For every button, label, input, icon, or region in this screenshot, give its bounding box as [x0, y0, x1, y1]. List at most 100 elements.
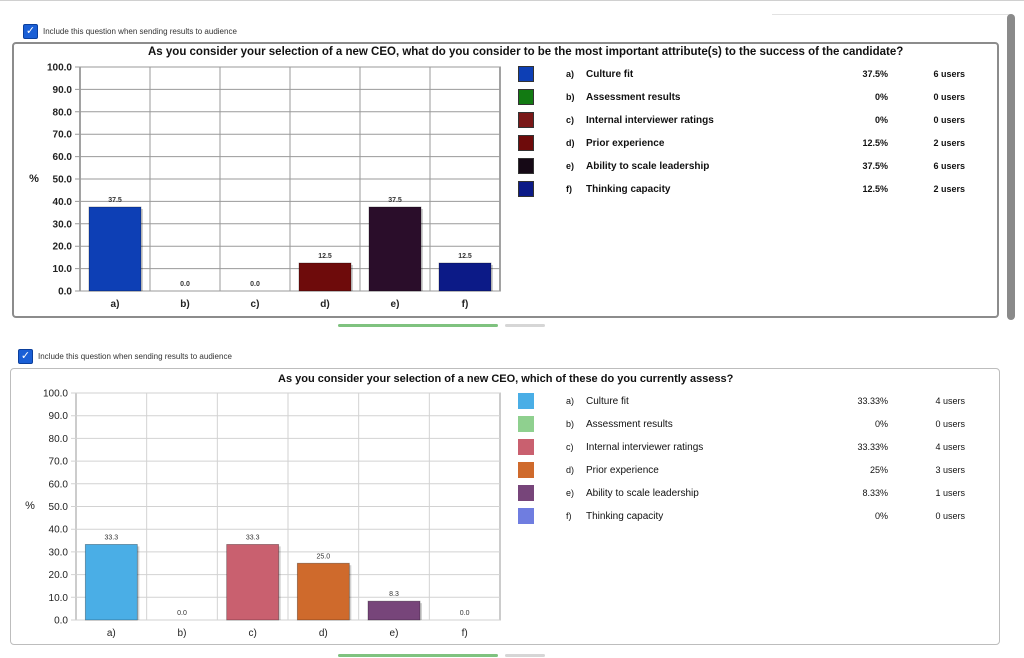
- legend-swatch: [518, 66, 534, 82]
- data-label: 0.0: [177, 610, 187, 617]
- option-user-count: 0 users: [935, 511, 965, 521]
- scrollbar[interactable]: [1007, 14, 1015, 320]
- y-tick-label: 20.0: [53, 242, 73, 253]
- y-tick-label: 20.0: [49, 570, 69, 581]
- option-percent: 33.33%: [857, 396, 888, 406]
- option-letter: f): [566, 184, 572, 194]
- option-letter: b): [566, 419, 575, 429]
- x-tick-label: f): [462, 628, 468, 639]
- option-user-count: 4 users: [935, 396, 965, 406]
- legend-row: d) Prior experience 12.5% 2 users: [518, 135, 978, 153]
- option-letter: f): [566, 511, 572, 521]
- legend-row: c) Internal interviewer ratings 0% 0 users: [518, 112, 978, 130]
- option-user-count: 0 users: [933, 92, 965, 102]
- option-percent: 0%: [874, 92, 888, 102]
- y-tick-label: 10.0: [53, 264, 73, 275]
- option-letter: a): [566, 69, 575, 79]
- top-border: [0, 0, 1024, 1]
- option-user-count: 3 users: [935, 465, 965, 475]
- data-label: 33.3: [246, 534, 260, 541]
- include-toggle-2[interactable]: ✓ Include this question when sending res…: [18, 349, 232, 364]
- legend-swatch: [518, 462, 534, 478]
- option-user-count: 1 users: [935, 488, 965, 498]
- option-text: Culture fit: [586, 396, 629, 407]
- option-text: Internal interviewer ratings: [586, 442, 704, 453]
- x-tick-label: b): [180, 299, 189, 310]
- option-letter: c): [566, 442, 574, 452]
- y-tick-label: 80.0: [53, 107, 73, 118]
- y-tick-label: 100.0: [47, 63, 72, 74]
- y-tick-label: 0.0: [58, 287, 72, 298]
- data-label: 0.0: [180, 281, 190, 288]
- option-percent: 25%: [869, 465, 888, 475]
- legend-row: b) Assessment results 0% 0 users: [518, 89, 978, 107]
- y-tick-label: 10.0: [49, 593, 69, 604]
- question-card-1: [12, 42, 999, 318]
- y-tick-label: 80.0: [49, 434, 69, 445]
- x-tick-label: e): [390, 628, 399, 639]
- legend-row: d) Prior experience 25% 3 users: [518, 462, 978, 480]
- option-percent: 0%: [874, 419, 888, 429]
- option-user-count: 0 users: [933, 115, 965, 125]
- x-tick-label: b): [178, 628, 187, 639]
- data-label: 0.0: [250, 281, 260, 288]
- include-checkbox[interactable]: ✓: [23, 24, 38, 39]
- y-tick-label: 30.0: [49, 547, 69, 558]
- legend-swatch: [518, 135, 534, 151]
- y-tick-label: 70.0: [49, 457, 69, 468]
- option-letter: e): [566, 488, 575, 498]
- bar: [298, 262, 352, 292]
- question-title-1: As you consider your selection of a new …: [148, 46, 904, 58]
- bar-chart-1: 0.0 10.0 20.0 30.0 40.0 50.0 60.0 70.0 80.0 90.0 1…: [29, 63, 501, 310]
- bar: [367, 600, 421, 621]
- legend-swatch: [518, 158, 534, 174]
- bar: [226, 544, 280, 621]
- option-letter: d): [566, 465, 575, 475]
- option-percent: 0%: [874, 115, 888, 125]
- x-tick-label: d): [319, 628, 328, 639]
- option-letter: b): [566, 92, 575, 102]
- x-tick-label: f): [462, 299, 469, 310]
- option-user-count: 2 users: [933, 138, 965, 148]
- include-label: Include this question when sending resul…: [43, 27, 237, 36]
- tab-indicator-secondary: [505, 324, 545, 327]
- y-tick-label: 90.0: [49, 411, 69, 422]
- option-text: Prior experience: [586, 465, 659, 476]
- y-tick-label: 30.0: [53, 219, 73, 230]
- legend-swatch: [518, 508, 534, 524]
- y-tick-label: 50.0: [53, 175, 73, 186]
- tab-indicator: [338, 654, 498, 657]
- option-user-count: 2 users: [933, 184, 965, 194]
- option-percent: 37.5%: [862, 161, 888, 171]
- x-tick-label: d): [320, 299, 329, 310]
- option-percent: 12.5%: [862, 138, 888, 148]
- option-text: Ability to scale leadership: [586, 161, 710, 172]
- legend-row: c) Internal interviewer ratings 33.33% 4 us…: [518, 439, 978, 457]
- tab-indicator: [338, 324, 498, 327]
- option-user-count: 4 users: [935, 442, 965, 452]
- option-text: Assessment results: [586, 92, 681, 103]
- question-section-1: ✓ Include this question when sending res…: [12, 24, 999, 327]
- legend-row: b) Assessment results 0% 0 users: [518, 416, 978, 434]
- legend-row: a) Culture fit 37.5% 6 users: [518, 66, 978, 84]
- option-percent: 12.5%: [862, 184, 888, 194]
- option-letter: c): [566, 115, 575, 125]
- option-percent: 33.33%: [857, 442, 888, 452]
- y-tick-label: 0.0: [54, 616, 68, 627]
- include-toggle-1[interactable]: ✓ Include this question when sending res…: [23, 24, 237, 39]
- data-label: 37.5: [388, 197, 402, 204]
- option-percent: 37.5%: [862, 69, 888, 79]
- data-label: 8.3: [389, 591, 399, 598]
- include-checkbox[interactable]: ✓: [18, 349, 33, 364]
- option-letter: e): [566, 161, 575, 171]
- legend-swatch: [518, 112, 534, 128]
- legend-swatch: [518, 89, 534, 105]
- legend-row: f) Thinking capacity 0% 0 users: [518, 508, 978, 526]
- data-label: 12.5: [318, 253, 332, 260]
- option-percent: 8.33%: [862, 488, 888, 498]
- y-axis-label: %: [25, 500, 35, 512]
- y-tick-label: 90.0: [53, 85, 73, 96]
- data-label: 0.0: [460, 610, 470, 617]
- data-label: 25.0: [317, 553, 331, 560]
